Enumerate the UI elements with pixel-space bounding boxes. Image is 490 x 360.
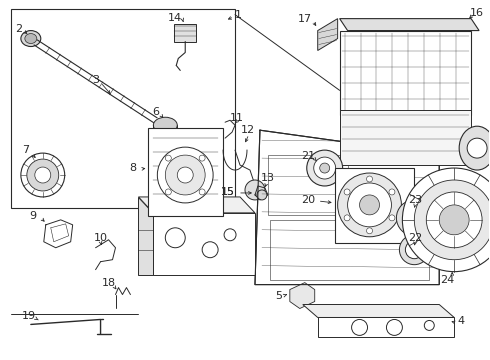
Text: 7: 7 <box>22 145 29 155</box>
Circle shape <box>199 155 205 161</box>
Circle shape <box>389 215 395 221</box>
Text: 20: 20 <box>301 195 315 205</box>
Circle shape <box>165 189 172 195</box>
Text: 16: 16 <box>470 8 484 18</box>
Text: 23: 23 <box>408 195 422 205</box>
Polygon shape <box>255 130 439 285</box>
Circle shape <box>347 183 392 227</box>
Circle shape <box>319 163 330 173</box>
Circle shape <box>344 189 350 195</box>
Text: 12: 12 <box>241 125 255 135</box>
Bar <box>268 155 347 215</box>
Text: 6: 6 <box>152 107 159 117</box>
Ellipse shape <box>153 117 177 133</box>
Text: 1: 1 <box>235 10 242 20</box>
Ellipse shape <box>25 33 37 44</box>
Text: 3: 3 <box>92 75 99 85</box>
Text: 14: 14 <box>168 13 182 23</box>
Circle shape <box>27 159 59 191</box>
Circle shape <box>405 241 423 259</box>
Circle shape <box>424 320 434 330</box>
Circle shape <box>402 168 490 272</box>
Circle shape <box>399 235 429 265</box>
Ellipse shape <box>21 31 41 46</box>
Polygon shape <box>138 197 255 213</box>
Circle shape <box>367 176 372 182</box>
Circle shape <box>367 228 372 234</box>
Circle shape <box>199 189 205 195</box>
Text: 5: 5 <box>275 291 282 301</box>
Text: 9: 9 <box>29 211 36 221</box>
Circle shape <box>257 190 267 200</box>
Bar <box>174 24 196 41</box>
Circle shape <box>344 215 350 221</box>
Circle shape <box>389 189 395 195</box>
Bar <box>335 168 415 243</box>
Polygon shape <box>318 318 454 337</box>
Circle shape <box>224 229 236 241</box>
Circle shape <box>314 157 336 179</box>
Circle shape <box>403 207 425 229</box>
Circle shape <box>165 155 205 195</box>
Polygon shape <box>153 213 255 275</box>
Circle shape <box>35 167 51 183</box>
Polygon shape <box>290 283 315 309</box>
Polygon shape <box>303 305 454 318</box>
Circle shape <box>21 153 65 197</box>
Text: 2: 2 <box>15 24 23 33</box>
Bar <box>270 220 429 280</box>
Circle shape <box>245 180 265 200</box>
Circle shape <box>360 195 379 215</box>
Circle shape <box>177 167 193 183</box>
Text: 11: 11 <box>230 113 244 123</box>
Circle shape <box>426 192 482 248</box>
Polygon shape <box>340 31 471 115</box>
Text: 22: 22 <box>408 233 422 243</box>
Text: 15: 15 <box>221 187 235 197</box>
Text: 21: 21 <box>301 151 315 161</box>
Text: 24: 24 <box>440 275 454 285</box>
Circle shape <box>165 155 172 161</box>
Text: 13: 13 <box>261 173 275 183</box>
Circle shape <box>338 173 401 237</box>
Text: 17: 17 <box>298 14 312 24</box>
Text: 10: 10 <box>94 233 108 243</box>
Circle shape <box>307 150 343 186</box>
Polygon shape <box>340 19 479 31</box>
Polygon shape <box>138 197 153 275</box>
Ellipse shape <box>459 126 490 170</box>
Circle shape <box>467 138 487 158</box>
Circle shape <box>396 200 432 236</box>
Circle shape <box>439 205 469 235</box>
Bar <box>148 128 223 216</box>
Text: 15: 15 <box>221 187 235 197</box>
Text: 4: 4 <box>458 316 465 327</box>
Circle shape <box>387 319 402 336</box>
Text: 8: 8 <box>129 163 136 173</box>
Text: 19: 19 <box>22 311 36 321</box>
Circle shape <box>157 147 213 203</box>
Circle shape <box>165 228 185 248</box>
Circle shape <box>415 180 490 260</box>
Bar <box>340 110 471 165</box>
Circle shape <box>352 319 368 336</box>
Polygon shape <box>318 19 338 50</box>
Text: 18: 18 <box>101 278 116 288</box>
Circle shape <box>202 242 218 258</box>
Ellipse shape <box>153 129 177 145</box>
Bar <box>11 9 235 208</box>
